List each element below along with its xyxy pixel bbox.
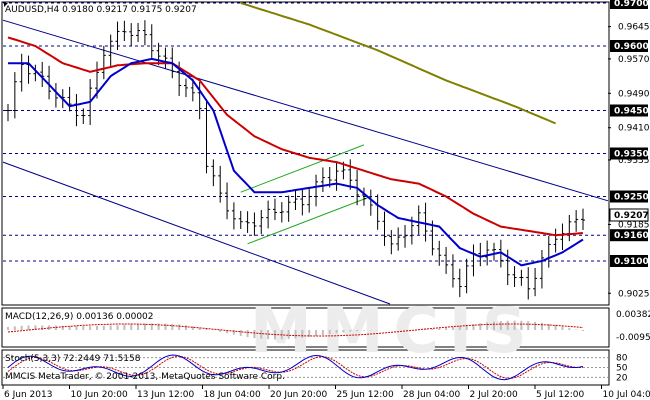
price-badge: [609, 208, 649, 222]
level-badge-label: 0.9250: [614, 193, 649, 203]
stoch-tick-label: 20: [616, 373, 628, 383]
stoch-tick-label: 50: [616, 364, 628, 374]
y-tick-label: 0.9025: [618, 289, 650, 299]
macd-signal-line: [7, 323, 584, 337]
level-badge: [610, 104, 648, 117]
y-tick-label: 0.9490: [618, 89, 650, 99]
ohlc-bars: [6, 20, 585, 300]
x-tick-label: 13 Jun 12:00: [137, 390, 194, 400]
level-badge: [610, 40, 648, 52]
channel-lower-line: [2, 161, 391, 305]
y-tick-label: 0.9185: [618, 220, 650, 230]
level-badge: [610, 229, 648, 242]
macd-title: MACD(12,26,9) 0.00136 0.00002: [5, 312, 154, 322]
macd-tick-label: 0.00382: [616, 310, 650, 320]
level-badge: [610, 190, 648, 203]
inner-channel-upper: [240, 144, 365, 193]
y-tick-label: 0.9570: [618, 55, 650, 65]
stoch-main-line: [7, 354, 584, 381]
level-badge-label: 0.9700: [614, 0, 649, 9]
level-badge-label: 0.9100: [614, 257, 649, 267]
x-tick-label: 10 Jun 20:00: [71, 390, 128, 400]
level-badge: [610, 147, 648, 160]
x-tick-label: 25 Jun 12:00: [337, 390, 394, 400]
y-tick-label: 0.9335: [618, 156, 650, 166]
x-tick-label: 2 Jul 20:00: [470, 390, 519, 400]
y-tick-label: 0.9645: [618, 23, 650, 33]
ma-red-line: [7, 36, 584, 237]
x-tick-label: 5 Jul 12:00: [536, 390, 585, 400]
x-tick-label: 6 Jun 2013: [4, 390, 52, 400]
stoch-signal-line: [7, 355, 584, 379]
level-badge: [610, 255, 648, 267]
copyright: MMCIS MetaTrader, © 2001-2013, MetaQuote…: [5, 372, 285, 382]
ma-blue-line: [8, 57, 584, 267]
symbol-line: AUDUSD,H4 0.9180 0.9217 0.9175 0.9207: [5, 5, 197, 15]
level-badge-label: 0.9160: [614, 231, 649, 241]
level-badge-label: 0.9350: [614, 150, 649, 160]
collapse-arrow-icon[interactable]: [4, 3, 8, 7]
macd-tick-label: -0.0095: [616, 333, 650, 343]
x-tick-label: 10 Jul 04:00: [603, 390, 650, 400]
stoch-title: Stoch(5,3,3) 72.2449 71.5158: [5, 354, 141, 364]
level-badge-label: 0.9450: [614, 107, 649, 117]
x-tick-label: 18 Jun 04:00: [204, 390, 261, 400]
level-badge: [610, 0, 648, 9]
stoch-tick-label: 80: [616, 354, 628, 364]
x-tick-label: 28 Jun 04:00: [403, 390, 460, 400]
inner-channel-lower: [247, 196, 371, 245]
watermark: MMCIS: [250, 294, 537, 367]
y-tick-label: 0.9410: [618, 124, 650, 134]
price-badge-label: 0.9207: [614, 211, 649, 221]
x-tick-label: 20 Jun 20:00: [270, 390, 327, 400]
ma-olive-line: [240, 2, 556, 125]
level-badge-label: 0.9600: [614, 42, 649, 52]
